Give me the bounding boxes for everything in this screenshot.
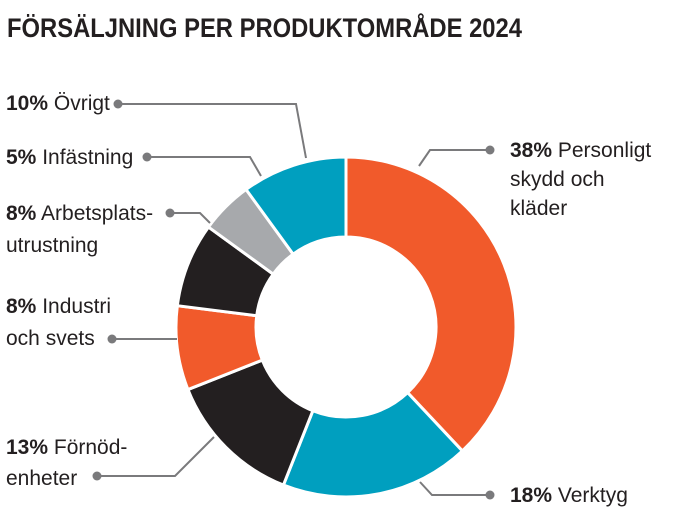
leader-dot-5 [142, 152, 152, 162]
leader-dot-6 [113, 99, 123, 109]
label-industri-svets: 8% Industri och svets [6, 295, 111, 350]
leader-line-1 [419, 481, 490, 496]
label-verktyg: 18% Verktyg [510, 484, 628, 507]
leader-line-4 [170, 212, 211, 224]
chart-title: FÖRSÄLJNING PER PRODUKTOMRÅDE 2024 [7, 12, 522, 43]
leader-dot-3 [107, 334, 117, 344]
label-infastning: 5% Infästning [6, 146, 133, 169]
label-fornodenheter: 13% Förnöd-enheter [6, 436, 127, 490]
label-arbetsplatsutrustning: 8% Arbetsplats-utrustning [6, 202, 153, 257]
leader-line-5 [147, 156, 262, 177]
donut-slice-6 [243, 155, 348, 257]
leader-dot-4 [165, 208, 175, 218]
leader-dot-2 [92, 471, 102, 481]
leader-line-6 [118, 103, 307, 159]
leader-line-2 [97, 436, 215, 477]
donut-slice-1 [281, 390, 465, 499]
leader-dot-0 [485, 145, 495, 155]
label-ovrigt: 10% Övrigt [6, 92, 110, 115]
donut-slice-0 [344, 155, 518, 454]
label-personligt-skydd: 38% Personligt skydd och kläder [510, 139, 651, 220]
leader-line-0 [418, 149, 490, 167]
leader-dot-1 [485, 490, 495, 500]
